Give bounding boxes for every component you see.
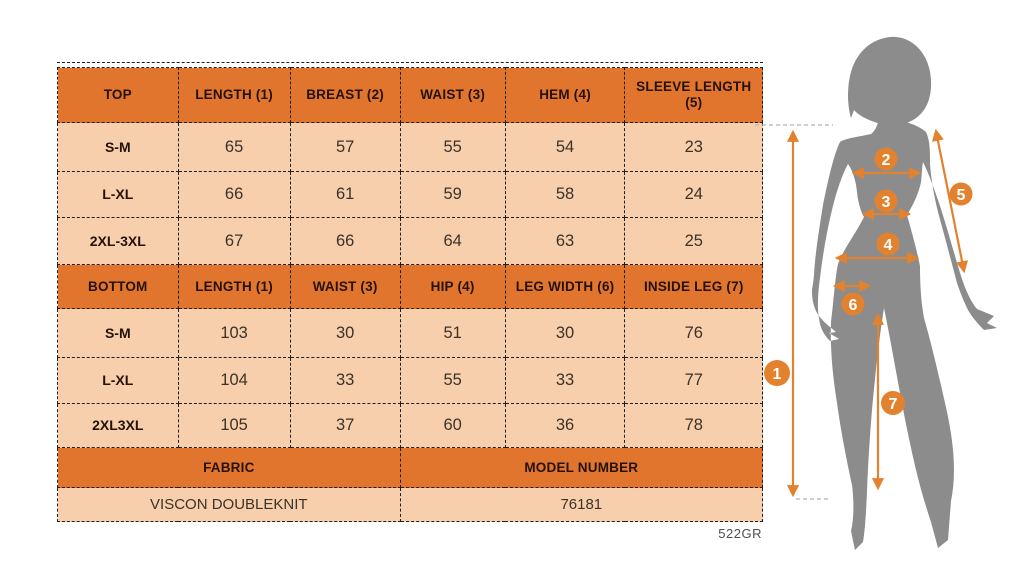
style-code: 522GR: [718, 526, 762, 541]
measurement-figure: 1 2 3 4 5 6 7: [755, 36, 997, 550]
size-label: 2XL-3XL: [57, 217, 179, 265]
marker-number: 2: [882, 152, 891, 169]
table-row: L-XL 66 61 59 58 24: [57, 171, 763, 218]
measurement-value: 60: [399, 403, 506, 448]
measurement-value: 30: [504, 308, 626, 358]
measurement-value: 37: [289, 403, 401, 448]
top-col-hem: HEM (4): [504, 67, 626, 123]
model-number-header: MODEL NUMBER: [399, 447, 764, 488]
size-chart-table: TOP LENGTH (1) BREAST (2) WAIST (3) HEM …: [57, 67, 764, 522]
size-label: S-M: [57, 308, 179, 358]
bottom-section-title: BOTTOM: [57, 264, 179, 309]
measurement-value: 54: [504, 122, 626, 172]
bottom-col-leg-width: LEG WIDTH (6): [504, 264, 626, 309]
measurement-value: 55: [399, 357, 506, 404]
sleeve-length-arrow: [931, 128, 969, 274]
bottom-col-hip: HIP (4): [399, 264, 506, 309]
marker-number: 5: [957, 187, 966, 204]
bottom-col-length: LENGTH (1): [177, 264, 291, 309]
measurement-value: 59: [399, 171, 506, 218]
size-label: L-XL: [57, 171, 179, 218]
size-label: L-XL: [57, 357, 179, 404]
measurement-value: 76: [624, 308, 763, 358]
bottom-col-waist: WAIST (3): [289, 264, 401, 309]
measurement-value: 66: [289, 217, 401, 265]
info-value-row: VISCON DOUBLEKNIT 76181: [57, 487, 764, 522]
marker-number: 1: [773, 366, 782, 383]
measurement-value: 51: [399, 308, 506, 358]
table-row: L-XL 104 33 55 33 77: [57, 357, 763, 404]
measurement-value: 77: [624, 357, 763, 404]
fabric-value: VISCON DOUBLEKNIT: [57, 487, 401, 522]
marker-1-length: 1: [764, 360, 790, 386]
measurement-value: 58: [504, 171, 626, 218]
top-header-row: TOP LENGTH (1) BREAST (2) WAIST (3) HEM …: [57, 67, 763, 123]
measurement-value: 78: [624, 403, 763, 448]
marker-circle: [841, 292, 865, 316]
measurement-value: 105: [177, 403, 291, 448]
measurement-value: 24: [624, 171, 763, 218]
top-col-breast: BREAST (2): [289, 67, 401, 123]
measurement-value: 33: [289, 357, 401, 404]
marker-circle: [764, 360, 790, 386]
top-section-title: TOP: [57, 67, 179, 123]
table-row: S-M 103 30 51 30 76: [57, 308, 763, 358]
measurement-value: 67: [177, 217, 291, 265]
size-label: S-M: [57, 122, 179, 172]
top-col-sleeve-length: SLEEVE LENGTH (5): [624, 67, 763, 123]
measurement-value: 61: [289, 171, 401, 218]
top-col-length: LENGTH (1): [177, 67, 291, 123]
silhouette-body: [812, 117, 997, 550]
table-row: 2XL3XL 105 37 60 36 78: [57, 403, 763, 448]
marker-6-leg-width: 6: [841, 292, 865, 316]
marker-number: 3: [882, 194, 891, 211]
measurement-value: 30: [289, 308, 401, 358]
marker-3-waist: 3: [874, 189, 898, 213]
measurement-value: 104: [177, 357, 291, 404]
marker-7-inside-leg: 7: [881, 391, 905, 415]
measurement-value: 63: [504, 217, 626, 265]
marker-circle: [874, 189, 898, 213]
measurement-value: 66: [177, 171, 291, 218]
female-silhouette: [812, 36, 997, 550]
top-col-waist: WAIST (3): [399, 67, 506, 123]
marker-5-sleeve: 5: [949, 182, 973, 206]
measurement-value: 23: [624, 122, 763, 172]
marker-number: 4: [884, 237, 893, 254]
marker-number: 6: [849, 297, 858, 314]
marker-2-breast: 2: [874, 147, 898, 171]
measurement-value: 36: [504, 403, 626, 448]
measurement-value: 65: [177, 122, 291, 172]
measurement-value: 33: [504, 357, 626, 404]
marker-4-hip: 4: [876, 232, 900, 256]
measurement-value: 55: [399, 122, 506, 172]
measurement-value: 57: [289, 122, 401, 172]
size-label: 2XL3XL: [57, 403, 179, 448]
marker-number: 7: [889, 396, 898, 413]
measurement-value: 25: [624, 217, 763, 265]
info-header-row: FABRIC MODEL NUMBER: [57, 447, 764, 488]
size-chart-table-wrapper: TOP LENGTH (1) BREAST (2) WAIST (3) HEM …: [57, 62, 764, 541]
table-row: S-M 65 57 55 54 23: [57, 122, 763, 172]
bottom-header-row: BOTTOM LENGTH (1) WAIST (3) HIP (4) LEG …: [57, 264, 763, 309]
marker-circle: [881, 391, 905, 415]
marker-circle: [874, 147, 898, 171]
marker-circle: [949, 182, 973, 206]
model-number-value: 76181: [399, 487, 764, 522]
table-row: 2XL-3XL 67 66 64 63 25: [57, 217, 763, 265]
measurement-value: 64: [399, 217, 506, 265]
fabric-header: FABRIC: [57, 447, 401, 488]
marker-circle: [876, 232, 900, 256]
silhouette-hair: [848, 36, 932, 126]
bottom-col-inside-leg: INSIDE LEG (7): [624, 264, 763, 309]
measurement-value: 103: [177, 308, 291, 358]
